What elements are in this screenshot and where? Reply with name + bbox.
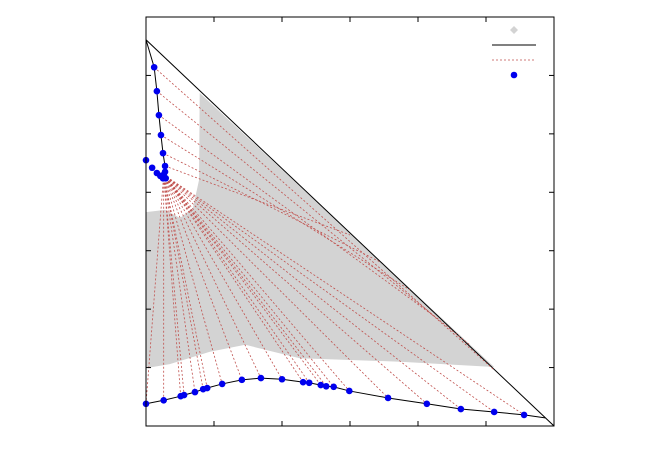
tie-line bbox=[163, 174, 462, 410]
tie-line bbox=[163, 174, 196, 393]
legend-symbol bbox=[510, 71, 518, 79]
data-point bbox=[160, 396, 167, 404]
data-point bbox=[161, 162, 169, 170]
tie-line bbox=[156, 90, 470, 346]
tie-line bbox=[163, 174, 283, 380]
tie-line bbox=[163, 174, 185, 396]
data-point bbox=[490, 408, 498, 416]
data-point bbox=[278, 375, 286, 383]
curve bbox=[146, 377, 546, 419]
data-point bbox=[257, 374, 265, 382]
legend-symbol bbox=[510, 26, 518, 34]
tie-line bbox=[163, 174, 389, 399]
data-point bbox=[305, 379, 313, 387]
data-point bbox=[317, 381, 325, 389]
data-point bbox=[457, 405, 465, 413]
tie-line bbox=[163, 174, 525, 416]
tie-line bbox=[164, 165, 351, 236]
data-point bbox=[218, 380, 226, 388]
data-point bbox=[203, 384, 211, 392]
tie-line bbox=[163, 174, 334, 388]
tie-line bbox=[163, 174, 204, 390]
tie-line bbox=[163, 174, 327, 387]
data-point bbox=[160, 171, 167, 179]
data-point bbox=[180, 391, 188, 399]
data-point bbox=[346, 387, 353, 395]
data-point bbox=[155, 111, 163, 119]
tie-line bbox=[163, 174, 208, 389]
data-point bbox=[150, 63, 158, 71]
data-point bbox=[153, 87, 161, 95]
data-point bbox=[148, 164, 156, 172]
tie-line bbox=[163, 174, 262, 379]
data-point bbox=[520, 411, 528, 419]
data-point bbox=[423, 400, 431, 408]
data-point bbox=[322, 382, 330, 390]
data-point bbox=[191, 388, 199, 396]
data-point bbox=[157, 131, 165, 139]
tie-line bbox=[163, 174, 304, 383]
data-point bbox=[299, 378, 307, 386]
data-point bbox=[384, 394, 392, 402]
data-point bbox=[238, 376, 246, 384]
tie-line bbox=[163, 174, 182, 397]
tie-line bbox=[163, 174, 350, 392]
tie-line bbox=[163, 174, 243, 380]
plot-area bbox=[146, 39, 554, 426]
tie-line bbox=[162, 152, 381, 263]
two-phase-region bbox=[146, 92, 495, 369]
data-point bbox=[330, 383, 337, 391]
data-point bbox=[159, 149, 167, 157]
curve bbox=[146, 39, 554, 426]
tie-line bbox=[163, 174, 223, 385]
tie-line bbox=[160, 134, 411, 291]
tie-line bbox=[158, 114, 440, 321]
